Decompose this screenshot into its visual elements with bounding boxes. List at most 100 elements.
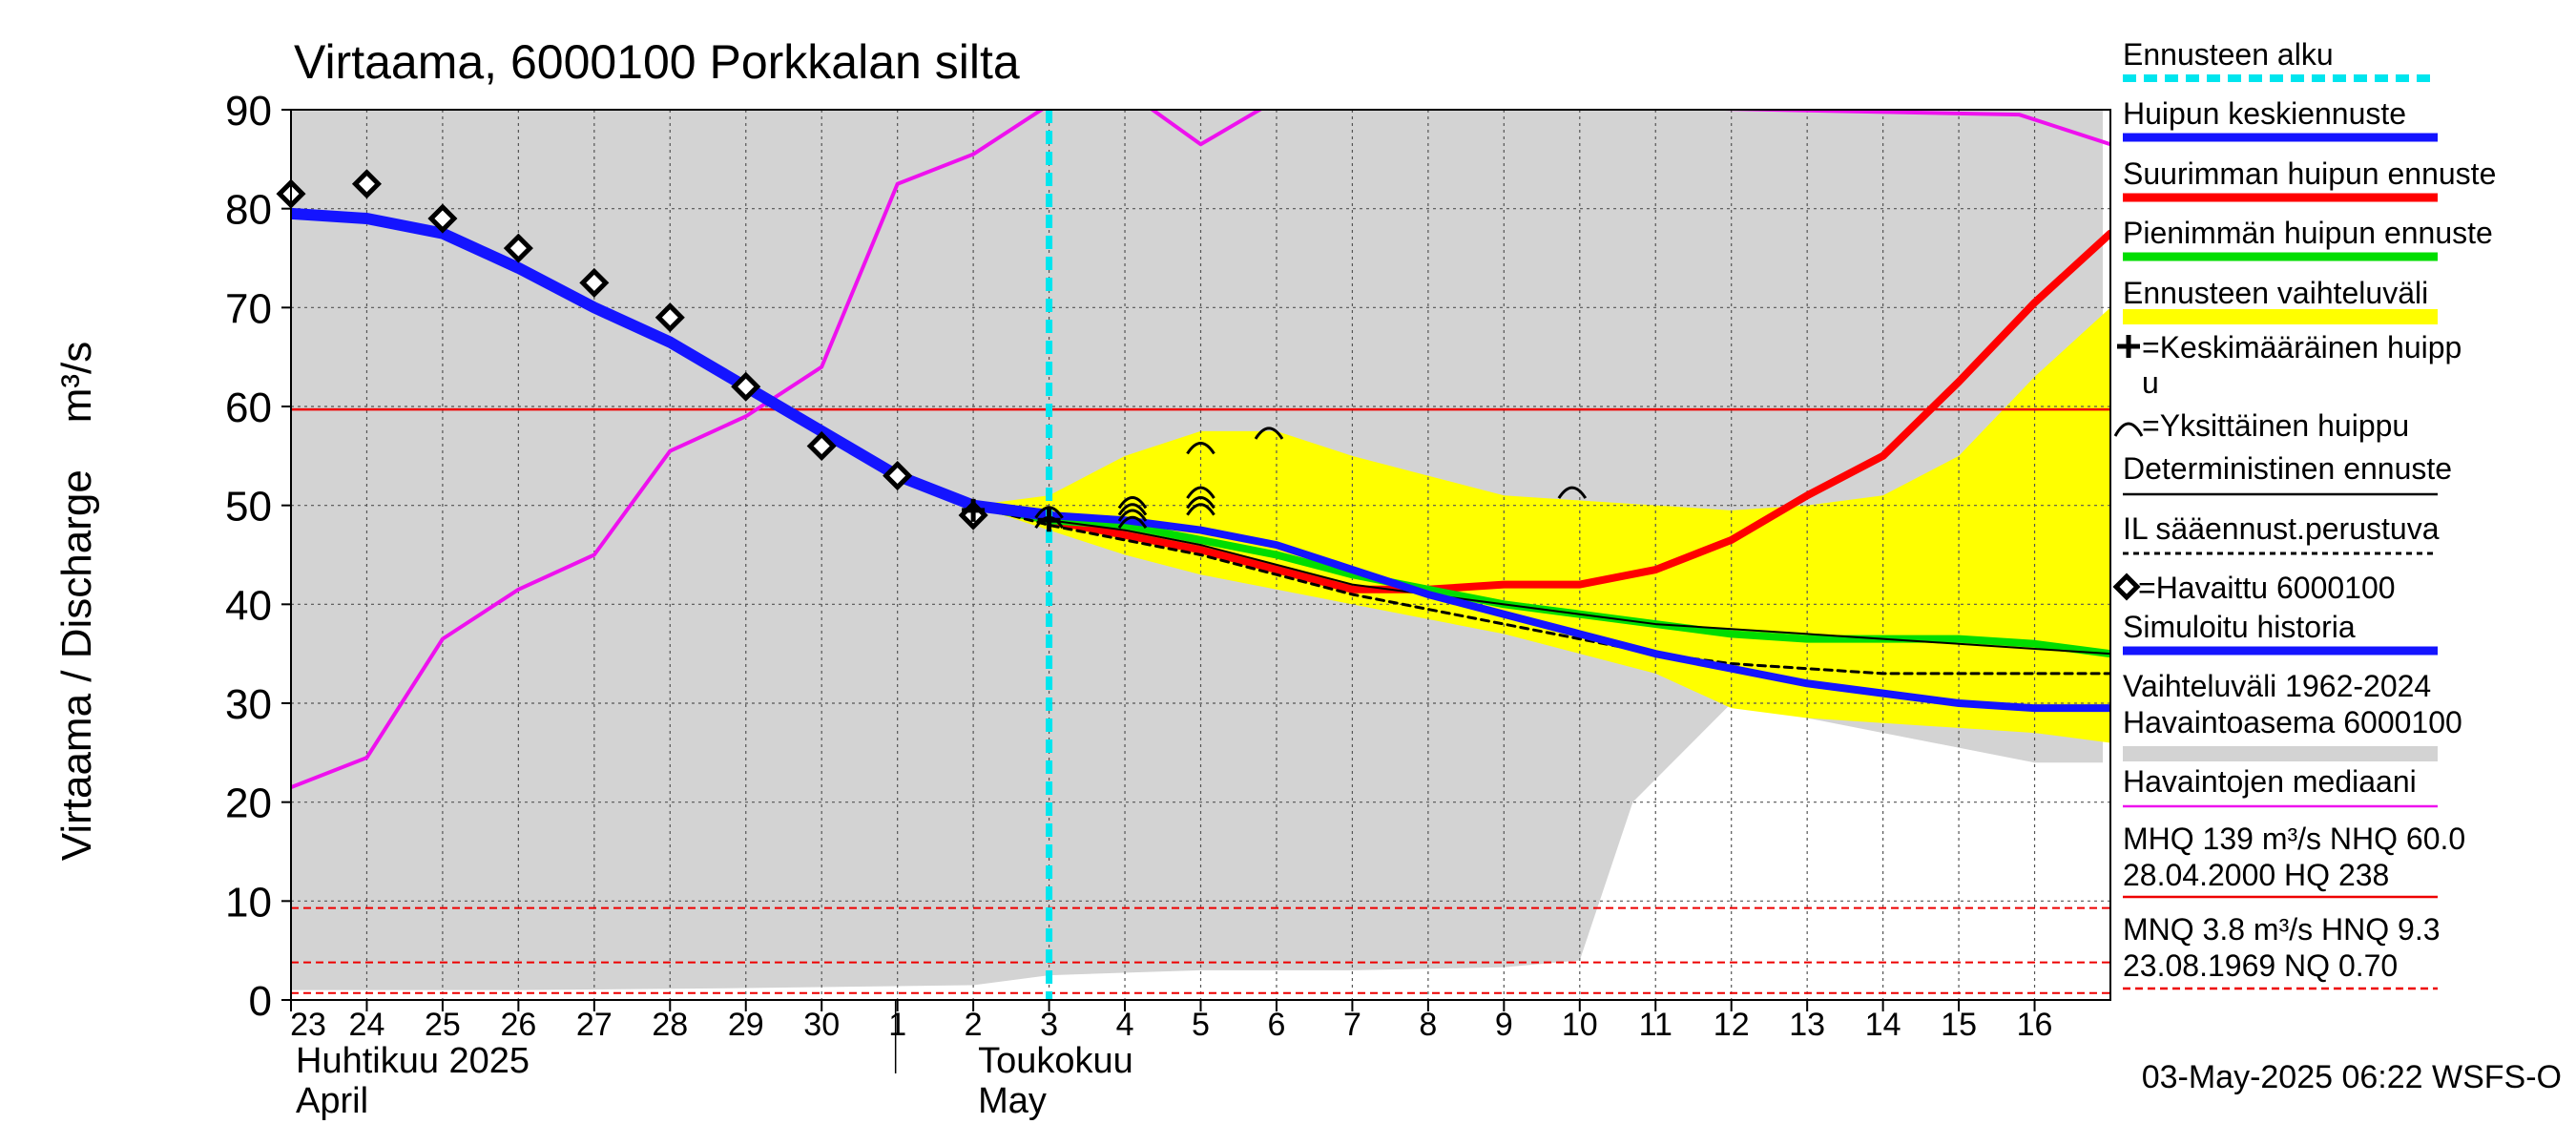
x-tick-label: 14 [1865, 1007, 1901, 1043]
x-tick-label: 23 [290, 1007, 326, 1043]
series-simuloitu-historia [291, 207, 1055, 522]
y-axis-label: Virtaama / Discharge m³/s [53, 342, 100, 861]
legend-label: Simuloitu historia [2123, 610, 2356, 644]
single-peak-marker [1186, 486, 1215, 499]
chart-title: Virtaama, 6000100 Porkkalan silta [294, 35, 1020, 89]
legend-item: Simuloitu historia [2123, 610, 2438, 656]
observed-point [883, 461, 913, 491]
observed-point [427, 203, 458, 234]
y-tick-label: 50 [225, 484, 272, 531]
x-tick-label: 1 [888, 1007, 906, 1043]
series-huipun-keskiennuste [969, 501, 2110, 713]
y-tick-label: 40 [225, 582, 272, 629]
x-tick-label: 8 [1419, 1007, 1437, 1043]
legend-label: Pienimmän huipun ennuste [2123, 216, 2493, 250]
legend-item: Pienimmän huipun ennuste [2123, 216, 2493, 261]
legend-item: Ennusteen alku [2123, 37, 2438, 82]
legend-item: =Yksittäinen huippu [2113, 408, 2409, 443]
legend: Ennusteen alku Huipun keskiennuste Suurimm… [2112, 37, 2496, 990]
legend-symbol-arc [2113, 422, 2144, 437]
legend-item: Havaintojen mediaani [2123, 764, 2438, 808]
x-tick-label: 10 [1562, 1007, 1598, 1043]
x-tick-label: 27 [576, 1007, 613, 1043]
y-tick-label: 70 [225, 285, 272, 332]
x-tick-label: 7 [1343, 1007, 1361, 1043]
legend-symbol-diamond [2112, 572, 2141, 601]
single-peak-marker [1186, 441, 1215, 455]
legend-item: Huipun keskiennuste [2123, 96, 2438, 142]
x-tick-label: 26 [500, 1007, 536, 1043]
mean-peak-marker [962, 498, 986, 522]
series-il-s-ennust-perustuva [971, 504, 2110, 676]
x-tick-label: 5 [1192, 1007, 1210, 1043]
legend-label: Deterministinen ennuste [2123, 451, 2452, 486]
legend-item: Ennusteen vaihteluväli [2123, 276, 2438, 324]
legend-label: Ennusteen vaihteluväli [2123, 276, 2428, 310]
x-tick-label: 9 [1495, 1007, 1513, 1043]
y-tick-label: 90 [225, 88, 272, 135]
single-peak-marker [1557, 486, 1588, 499]
legend-item: IL sääennust.perustuva [2123, 511, 2440, 555]
single-peak-marker [1117, 509, 1148, 522]
legend-symbol-plus [2117, 335, 2140, 358]
observed-point [806, 430, 837, 462]
single-peak-marker [1254, 427, 1284, 440]
x-tick-label: 4 [1116, 1007, 1134, 1043]
x-tick-label: 15 [1941, 1007, 1977, 1043]
legend-label: Huipun keskiennuste [2123, 96, 2406, 131]
legend-item: Vaihteluväli 1962-2024 Havaintoasema 600… [2123, 669, 2462, 761]
y-tick-label: 10 [225, 879, 272, 926]
legend-label-line2: Havaintoasema 6000100 [2123, 705, 2462, 739]
series-havaintojen-mediaani [291, 110, 2110, 790]
month-label-en: May [978, 1081, 1047, 1121]
observed-point [731, 371, 761, 402]
month-label-fi: Toukokuu [978, 1041, 1133, 1081]
x-tick-label: 25 [425, 1007, 461, 1043]
x-tick-label: 29 [728, 1007, 764, 1043]
legend-item: MNQ 3.8 m³/s HNQ 9.323.08.1969 NQ 0.70 [2123, 912, 2441, 990]
legend-item: Suurimman huipun ennuste [2123, 156, 2496, 202]
month-label-fi: Huhtikuu 2025 [296, 1041, 530, 1081]
single-peak-marker [1034, 506, 1064, 519]
single-peak-marker [1186, 496, 1215, 510]
legend-label-line2: 23.08.1969 NQ 0.70 [2123, 948, 2398, 983]
legend-label: Suurimman huipun ennuste [2123, 156, 2496, 191]
legend-item: MHQ 139 m³/s NHQ 60.028.04.2000 HQ 238 [2123, 822, 2465, 899]
legend-label-line2: u [2142, 365, 2159, 400]
legend-item: =Keskimääräinen huippu [2117, 330, 2462, 400]
x-tick-label: 3 [1040, 1007, 1058, 1043]
observed-point [579, 267, 610, 298]
x-tick-label: 28 [652, 1007, 688, 1043]
legend-item: Deterministinen ennuste [2123, 451, 2452, 496]
x-tick-label: 16 [2017, 1007, 2053, 1043]
footer-timestamp: 03-May-2025 06:22 WSFS-O [2142, 1059, 2562, 1095]
legend-item: =Havaittu 6000100 [2112, 571, 2396, 605]
y-tick-label: 30 [225, 681, 272, 728]
observed-point [351, 169, 382, 199]
legend-label: Ennusteen alku [2123, 37, 2334, 72]
x-tick-label: 24 [349, 1007, 385, 1043]
observed-point [503, 233, 533, 263]
single-peak-marker [1117, 503, 1148, 516]
single-peak-marker [1117, 515, 1148, 530]
legend-label: =Yksittäinen huippu [2142, 408, 2409, 443]
legend-label: Havaintojen mediaani [2123, 764, 2417, 799]
legend-label: MHQ 139 m³/s NHQ 60.0 [2123, 822, 2465, 856]
legend-label: IL sääennust.perustuva [2123, 511, 2440, 546]
x-tick-label: 12 [1714, 1007, 1750, 1043]
x-tick-label: 30 [803, 1007, 840, 1043]
x-tick-label: 6 [1267, 1007, 1285, 1043]
legend-label: Vaihteluväli 1962-2024 [2123, 669, 2431, 703]
y-tick-label: 20 [225, 781, 272, 827]
legend-label: MNQ 3.8 m³/s HNQ 9.3 [2123, 912, 2441, 947]
series-suurimman-huipun-ennuste [969, 229, 2110, 593]
series-deterministinen-ennuste [972, 504, 2110, 656]
single-peak-marker [1117, 496, 1148, 510]
x-tick-label: 2 [965, 1007, 983, 1043]
y-tick-label: 0 [249, 978, 272, 1025]
y-tick-label: 60 [225, 385, 272, 431]
observed-point [654, 302, 685, 333]
plot-area [276, 109, 2111, 1001]
single-peak-marker [1186, 503, 1215, 516]
